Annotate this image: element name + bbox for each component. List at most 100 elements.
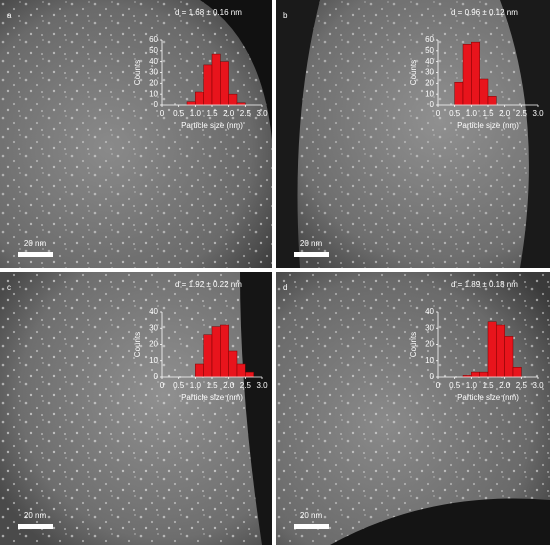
y-tick-label: 30 [149, 323, 158, 332]
scale-bar [18, 524, 53, 529]
x-tick-label: 2.0 [223, 381, 235, 390]
annotation: d = 1.92 ± 0.22 nm [175, 280, 242, 289]
y-tick-label: 40 [149, 307, 158, 316]
panel-d-image [276, 272, 550, 545]
histogram-bar [504, 336, 514, 378]
x-tick-label: 2.0 [499, 381, 511, 390]
histogram-bar [236, 363, 246, 378]
y-tick-label: 40 [425, 307, 434, 316]
x-axis-label: Particle size (nm) [181, 121, 243, 130]
histogram-bar [220, 324, 229, 378]
x-tick-label: 0 [436, 381, 441, 390]
x-tick-label: 0.5 [173, 381, 185, 390]
scale-bar-label: 20 nm [24, 511, 47, 520]
panel-a-image [0, 0, 272, 268]
y-axis-label: Counts [133, 60, 142, 85]
panel-label: c [7, 283, 11, 292]
y-tick-label: 50 [425, 46, 434, 55]
x-tick-label: 2.5 [240, 381, 252, 390]
scale-bar [294, 252, 329, 257]
x-tick-label: 2.5 [240, 109, 252, 118]
y-axis-label: Counts [133, 332, 142, 357]
y-axis-label: Counts [409, 60, 418, 85]
y-tick-label: 20 [425, 340, 434, 349]
x-axis-label: Particle size (nm) [457, 121, 519, 130]
scale-bar-label: 20 nm [300, 511, 323, 520]
panel-label: d [283, 283, 287, 292]
histogram-bar [211, 326, 221, 378]
x-axis-label: Particle size (nm) [181, 393, 243, 402]
x-tick-label: 1.0 [190, 109, 202, 118]
histogram-bar [186, 101, 196, 106]
histogram-bar [454, 82, 464, 106]
annotation: d = 1.89 ± 0.18 nm [451, 280, 518, 289]
y-axis-label: Counts [409, 332, 418, 357]
x-tick-label: 1.0 [190, 381, 202, 390]
panel-label: b [283, 11, 288, 20]
y-tick-label: 20 [149, 340, 158, 349]
x-tick-label: 0 [436, 109, 441, 118]
histogram-bar [462, 44, 472, 106]
scale-bar [294, 524, 329, 529]
x-tick-label: 0 [160, 381, 165, 390]
x-tick-label: 0.5 [449, 381, 461, 390]
y-tick-label: 10 [149, 89, 158, 98]
y-tick-label: 30 [425, 323, 434, 332]
histogram-bar [228, 350, 238, 378]
x-tick-label: 2.0 [499, 109, 511, 118]
x-tick-label: 1.5 [482, 381, 494, 390]
histogram-bar [479, 371, 489, 378]
histogram-bar [496, 324, 505, 378]
x-tick-label: 3.0 [256, 109, 268, 118]
x-axis-label: Particle size (nm) [457, 393, 519, 402]
x-tick-label: 1.5 [206, 381, 218, 390]
y-tick-label: 40 [425, 57, 434, 66]
y-tick-label: 0 [154, 100, 159, 109]
scale-bar-label: 20 nm [24, 239, 47, 248]
x-tick-label: 1.5 [482, 109, 494, 118]
histogram-bar [228, 93, 238, 106]
panel-label: a [7, 11, 12, 20]
y-tick-label: 10 [149, 356, 158, 365]
annotation: d = 0.96 ± 0.12 nm [451, 8, 518, 17]
y-tick-label: 0 [154, 372, 159, 381]
y-tick-label: 60 [425, 35, 434, 44]
histogram-bar [512, 367, 522, 378]
histogram-bar [203, 334, 213, 378]
scale-bar-label: 20 nm [300, 239, 323, 248]
x-tick-label: 3.0 [532, 381, 544, 390]
y-tick-label: 60 [149, 35, 158, 44]
y-tick-label: 40 [149, 57, 158, 66]
x-tick-label: 0 [160, 109, 165, 118]
y-tick-label: 30 [149, 68, 158, 77]
x-tick-label: 3.0 [256, 381, 268, 390]
histogram-bar [471, 371, 480, 378]
x-tick-label: 1.0 [466, 109, 478, 118]
scale-bar [18, 252, 53, 257]
histogram-bar [487, 321, 497, 378]
x-tick-label: 1.5 [206, 109, 218, 118]
histogram-bar [195, 91, 204, 106]
histogram-bar [245, 371, 254, 378]
x-tick-label: 2.0 [223, 109, 235, 118]
y-tick-label: 10 [425, 356, 434, 365]
x-tick-label: 1.0 [466, 381, 478, 390]
x-tick-label: 3.0 [532, 109, 544, 118]
x-tick-label: 0.5 [173, 109, 185, 118]
annotation: d = 1.68 ± 0.16 nm [175, 8, 242, 17]
histogram-bar [487, 96, 497, 106]
histogram-bar [479, 78, 489, 106]
panel-c-image [0, 272, 272, 545]
y-tick-label: 50 [149, 46, 158, 55]
x-tick-label: 2.5 [516, 381, 528, 390]
y-tick-label: 0 [430, 100, 435, 109]
y-tick-label: 30 [425, 68, 434, 77]
histogram-bar [471, 41, 480, 106]
histogram-bar [195, 363, 204, 378]
y-tick-label: 20 [149, 78, 158, 87]
y-tick-label: 20 [425, 78, 434, 87]
x-tick-label: 0.5 [449, 109, 461, 118]
histogram-bar [220, 61, 229, 106]
histogram-bar [211, 53, 221, 106]
